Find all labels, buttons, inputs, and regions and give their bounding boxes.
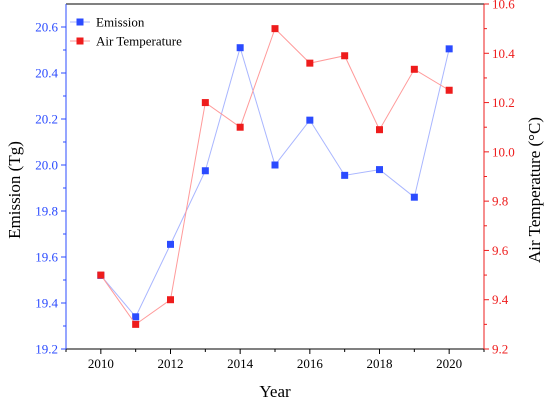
data-point [445,86,453,94]
data-point [445,45,453,53]
left-tick-label: 19.6 [35,250,58,265]
data-point [236,123,244,131]
axes-layer: 2010 2012 2014 2016 2018 2020 19.2 19.4 19.6 19.8… [35,0,515,371]
legend-label: Air Temperature [96,34,182,49]
x-axis-title: Year [259,382,291,401]
data-point [167,296,174,304]
legend-marker [76,37,84,45]
data-point [306,116,314,124]
legend: Emission Air Temperature [70,15,182,49]
legend-label: Emission [96,15,145,30]
x-tick-label: 2012 [158,356,184,371]
data-point [376,126,383,134]
data-point [236,44,244,52]
left-tick-label: 20.2 [35,112,58,127]
series-emission [97,44,453,321]
right-tick-label: 9.6 [492,243,509,258]
left-tick-label: 19.8 [35,204,58,219]
data-point [410,193,418,201]
legend-item: Emission [70,15,145,30]
data-point [376,166,383,174]
data-point [271,161,279,169]
left-tick-label: 20.6 [35,20,58,35]
plot-frame [65,3,485,350]
data-point [97,271,105,279]
right-tick-label: 10.2 [492,95,515,110]
series-air-temperature [97,25,453,328]
legend-marker [76,18,84,26]
right-tick-label: 9.4 [492,292,509,307]
right-tick-label: 10.4 [492,46,515,61]
data-point [132,313,140,321]
x-tick-label: 2014 [227,356,254,371]
left-tick-label: 20.0 [35,158,58,173]
right-axis-title: Air Temperature (°C) [525,117,544,263]
left-tick-label: 19.4 [35,296,58,311]
right-tick-label: 10.0 [492,144,515,159]
x-tick-label: 2016 [297,356,324,371]
data-point [410,65,418,73]
x-tick-label: 2020 [436,356,462,371]
left-tick-label: 20.4 [35,66,58,81]
left-tick-label: 19.2 [35,342,58,357]
right-tick-label: 9.2 [492,342,508,357]
right-tick-label: 9.8 [492,194,508,209]
series-layer [97,25,453,328]
x-tick-label: 2010 [88,356,114,371]
data-point [201,167,209,175]
data-point [271,25,279,33]
x-tick-label: 2018 [367,356,393,371]
series-line [100,45,450,318]
data-point [167,240,174,248]
data-point [341,52,349,60]
legend-item: Air Temperature [70,34,182,49]
left-axis-title: Emission (Tg) [5,141,24,239]
right-tick-label: 10.6 [492,0,515,12]
data-point [341,171,349,179]
data-point [306,59,314,67]
data-point [201,99,209,107]
data-point [132,320,140,328]
